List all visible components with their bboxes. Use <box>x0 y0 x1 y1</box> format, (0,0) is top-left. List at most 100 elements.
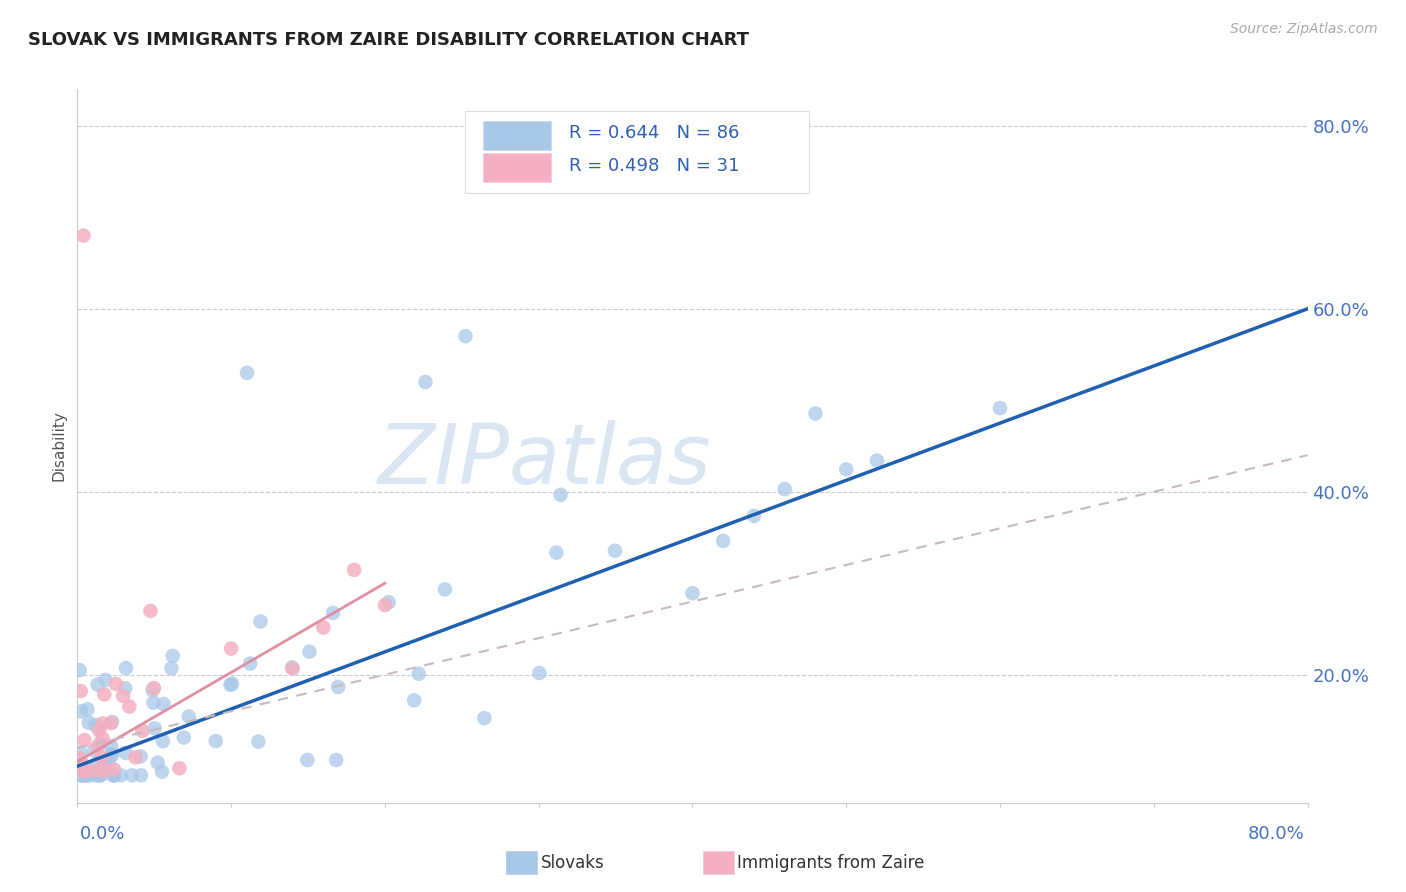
Point <box>546 546 568 560</box>
FancyBboxPatch shape <box>465 111 810 193</box>
Point <box>404 693 426 707</box>
Point <box>67 764 90 778</box>
Point <box>115 661 138 675</box>
Point <box>87 739 110 754</box>
Point <box>529 666 551 681</box>
Point <box>139 604 162 618</box>
Point <box>69 746 91 760</box>
Point <box>94 759 117 773</box>
Point <box>84 768 107 782</box>
Point <box>75 768 97 782</box>
Point <box>415 375 437 389</box>
Point <box>103 768 125 782</box>
Point <box>101 714 124 729</box>
Point <box>328 680 350 694</box>
Point <box>205 734 228 748</box>
Point <box>866 453 889 467</box>
Point <box>84 718 107 732</box>
Point <box>75 764 97 778</box>
Point <box>682 586 704 600</box>
Point <box>124 750 146 764</box>
Point <box>143 722 166 736</box>
Point <box>69 684 91 698</box>
Point <box>114 681 136 696</box>
Point <box>87 721 110 735</box>
Point <box>76 702 98 716</box>
Point <box>86 764 108 778</box>
Point <box>93 764 115 778</box>
Point <box>94 673 117 687</box>
Point <box>69 768 91 782</box>
Point <box>472 711 495 725</box>
Text: Source: ZipAtlas.com: Source: ZipAtlas.com <box>1230 22 1378 37</box>
Point <box>343 563 366 577</box>
Point <box>239 657 262 671</box>
Point <box>173 731 195 745</box>
Point <box>89 768 111 782</box>
Point <box>322 606 344 620</box>
Point <box>152 697 174 711</box>
Text: Slovaks: Slovaks <box>541 854 605 871</box>
Point <box>281 662 304 676</box>
Point <box>87 768 110 782</box>
Point <box>72 758 94 772</box>
Point <box>142 696 165 710</box>
Point <box>69 663 91 677</box>
Point <box>100 716 122 731</box>
Point <box>118 699 141 714</box>
Point <box>90 750 112 764</box>
Point <box>73 768 96 782</box>
Point <box>221 677 243 691</box>
FancyBboxPatch shape <box>484 153 551 182</box>
Point <box>152 734 174 748</box>
Point <box>69 751 91 765</box>
Point <box>374 598 396 612</box>
Point <box>91 731 114 746</box>
Point <box>129 768 152 782</box>
Point <box>129 749 152 764</box>
Point <box>160 661 183 675</box>
Point <box>162 648 184 663</box>
Point <box>89 736 111 750</box>
Text: ZIPatlas: ZIPatlas <box>378 420 711 500</box>
Point <box>86 677 108 691</box>
Y-axis label: Disability: Disability <box>52 410 67 482</box>
Point <box>97 755 120 769</box>
Text: Immigrants from Zaire: Immigrants from Zaire <box>737 854 924 871</box>
Point <box>408 666 430 681</box>
Point <box>121 768 143 782</box>
Text: 80.0%: 80.0% <box>1249 825 1305 843</box>
Point <box>169 761 191 775</box>
Point <box>325 753 347 767</box>
Point <box>103 768 125 782</box>
Point <box>70 705 93 719</box>
Point <box>104 677 127 691</box>
Point <box>219 678 242 692</box>
Point <box>75 764 97 778</box>
Point <box>89 723 111 738</box>
Point <box>77 768 100 782</box>
Point <box>100 739 122 753</box>
Point <box>773 482 796 496</box>
Point <box>219 641 242 656</box>
Point <box>454 329 477 343</box>
Point <box>103 763 125 777</box>
Point <box>101 747 124 762</box>
Point <box>90 768 112 782</box>
Point <box>988 401 1011 416</box>
Point <box>93 687 115 701</box>
Point <box>141 683 163 698</box>
Point <box>72 228 94 243</box>
Point <box>550 488 572 502</box>
Point <box>91 716 114 731</box>
Point <box>100 747 122 762</box>
Point <box>804 407 827 421</box>
Point <box>236 366 259 380</box>
Point <box>83 743 105 757</box>
Point <box>297 753 319 767</box>
Point <box>247 734 270 748</box>
Text: 0.0%: 0.0% <box>80 825 125 843</box>
Point <box>298 645 321 659</box>
Point <box>142 681 165 695</box>
Point <box>150 764 173 779</box>
